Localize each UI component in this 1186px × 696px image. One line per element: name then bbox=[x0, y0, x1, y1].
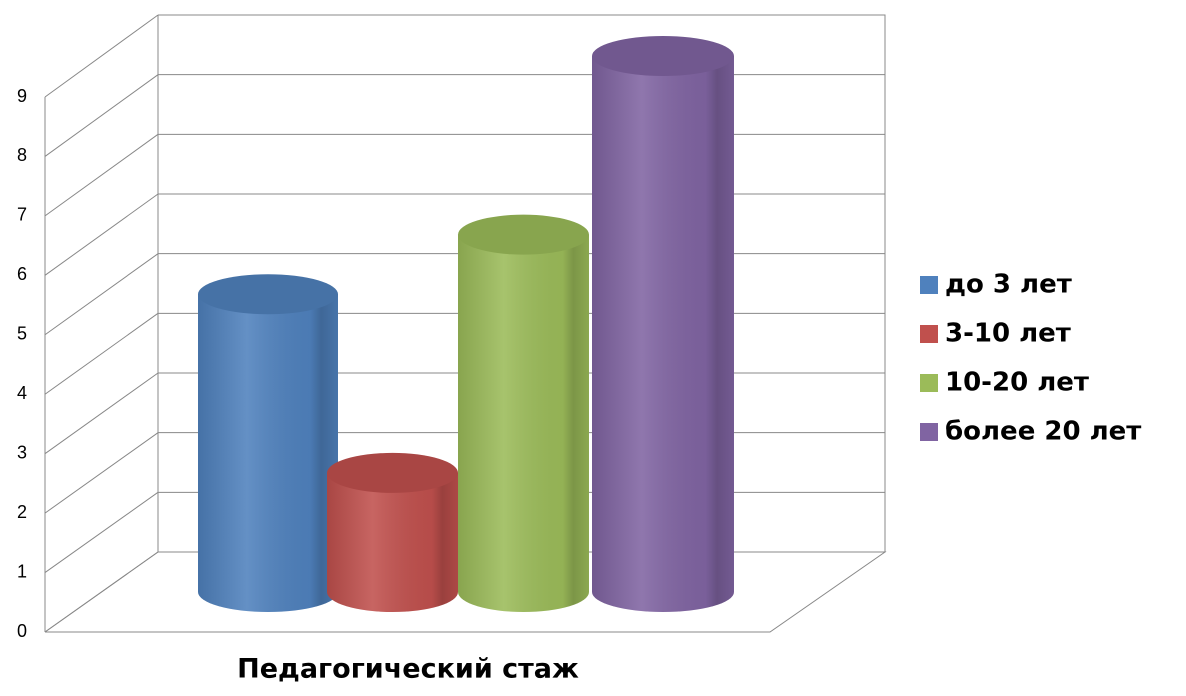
y-tick-label: 2 bbox=[17, 502, 27, 522]
legend-swatch bbox=[920, 276, 938, 294]
y-tick-label: 1 bbox=[17, 561, 27, 581]
side-grid-line bbox=[44, 253, 159, 336]
cylinder-shade bbox=[458, 234, 589, 612]
side-grid-line bbox=[44, 312, 159, 395]
legend-label: более 20 лет bbox=[945, 417, 1141, 447]
side-grid-line bbox=[44, 74, 159, 157]
cylinder-shade bbox=[327, 472, 458, 612]
side-grid-line bbox=[44, 432, 159, 514]
cylinder-shade bbox=[198, 294, 338, 612]
cylinder-top bbox=[327, 452, 458, 493]
x-axis-title: Педагогический стаж bbox=[237, 654, 579, 685]
legend-swatch bbox=[920, 325, 938, 343]
y-tick-label: 7 bbox=[17, 205, 27, 225]
y-tick-label: 5 bbox=[17, 324, 27, 344]
legend-label: 10-20 лет bbox=[945, 368, 1089, 398]
legend-swatch bbox=[920, 423, 938, 441]
y-tick-label: 3 bbox=[17, 442, 27, 462]
legend-label: до 3 лет bbox=[945, 270, 1072, 300]
y-tick-label: 6 bbox=[17, 264, 27, 284]
cylinder-top bbox=[592, 36, 734, 76]
legend-label: 3-10 лет bbox=[945, 319, 1071, 349]
side-grid-line bbox=[44, 193, 159, 276]
legend-swatch bbox=[920, 374, 938, 392]
y-tick-label: 4 bbox=[17, 383, 27, 403]
side-grid-line bbox=[44, 133, 159, 217]
cylinder-top bbox=[458, 214, 589, 255]
side-grid-line bbox=[44, 491, 159, 573]
y-tick-label: 9 bbox=[17, 86, 27, 106]
y-tick-label: 0 bbox=[17, 621, 27, 641]
cylinder-shade bbox=[592, 56, 734, 612]
side-grid-line bbox=[44, 551, 159, 633]
side-grid-line bbox=[44, 372, 159, 455]
cylinder-top bbox=[198, 274, 338, 315]
side-grid-line bbox=[44, 14, 159, 98]
y-tick-label: 8 bbox=[17, 145, 27, 165]
